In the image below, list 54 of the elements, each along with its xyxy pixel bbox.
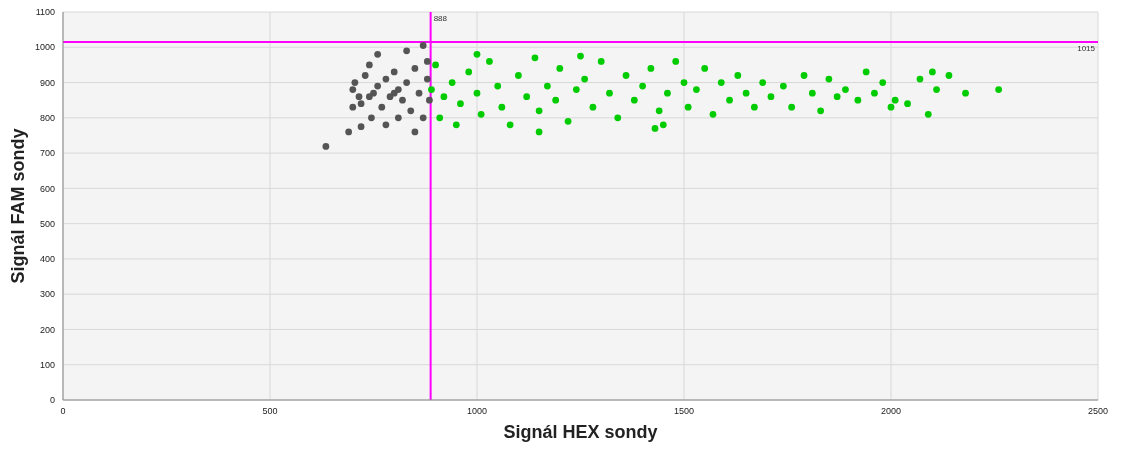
point <box>394 114 402 122</box>
point <box>378 103 386 111</box>
point <box>382 121 390 129</box>
y-tick-label: 1100 <box>35 7 55 18</box>
y-tick-label: 700 <box>39 148 55 159</box>
point <box>374 50 382 58</box>
x-tick-label: 2000 <box>880 406 902 417</box>
point <box>365 93 373 101</box>
point <box>390 68 398 76</box>
point <box>419 42 427 49</box>
y-tick-label: 300 <box>39 289 55 300</box>
y-tick-label: 1000 <box>34 42 55 53</box>
x-tick-label: 500 <box>262 406 278 417</box>
point <box>419 114 427 122</box>
point <box>357 100 365 108</box>
point <box>357 123 365 131</box>
y-tick-label: 200 <box>39 324 55 335</box>
ref-line-label: 1015 <box>1077 43 1096 53</box>
point <box>423 58 431 65</box>
y-tick-label: 500 <box>39 218 55 229</box>
point <box>399 96 406 104</box>
point <box>355 93 363 101</box>
point <box>368 114 375 122</box>
x-axis-title: Signál HEX sondy <box>503 422 658 442</box>
point <box>351 79 359 86</box>
y-tick-label: 800 <box>39 113 55 124</box>
y-tick-label: 400 <box>39 254 55 265</box>
point <box>345 128 353 136</box>
point <box>415 89 423 97</box>
point <box>403 47 410 55</box>
x-tick-label: 1000 <box>466 406 488 417</box>
point <box>426 96 433 104</box>
point <box>403 79 410 86</box>
y-tick-label: 900 <box>39 77 55 88</box>
x-tick-label: 2500 <box>1087 406 1109 417</box>
point <box>322 143 330 150</box>
y-tick-label: 0 <box>49 395 55 406</box>
point <box>361 72 369 79</box>
x-tick-label: 1500 <box>673 406 695 417</box>
point <box>423 75 431 83</box>
point <box>349 103 357 111</box>
x-tick-label: 0 <box>60 406 66 417</box>
point <box>382 75 390 83</box>
y-tick-label: 600 <box>39 183 55 194</box>
point <box>349 86 357 93</box>
point <box>374 82 382 90</box>
y-tick-label: 100 <box>39 359 55 370</box>
point <box>411 65 419 72</box>
point <box>407 107 415 115</box>
point <box>411 128 419 136</box>
y-axis-title: Signál FAM sondy <box>8 128 29 284</box>
point <box>365 61 373 69</box>
point <box>394 86 402 93</box>
ref-line-label: 888 <box>433 13 448 23</box>
